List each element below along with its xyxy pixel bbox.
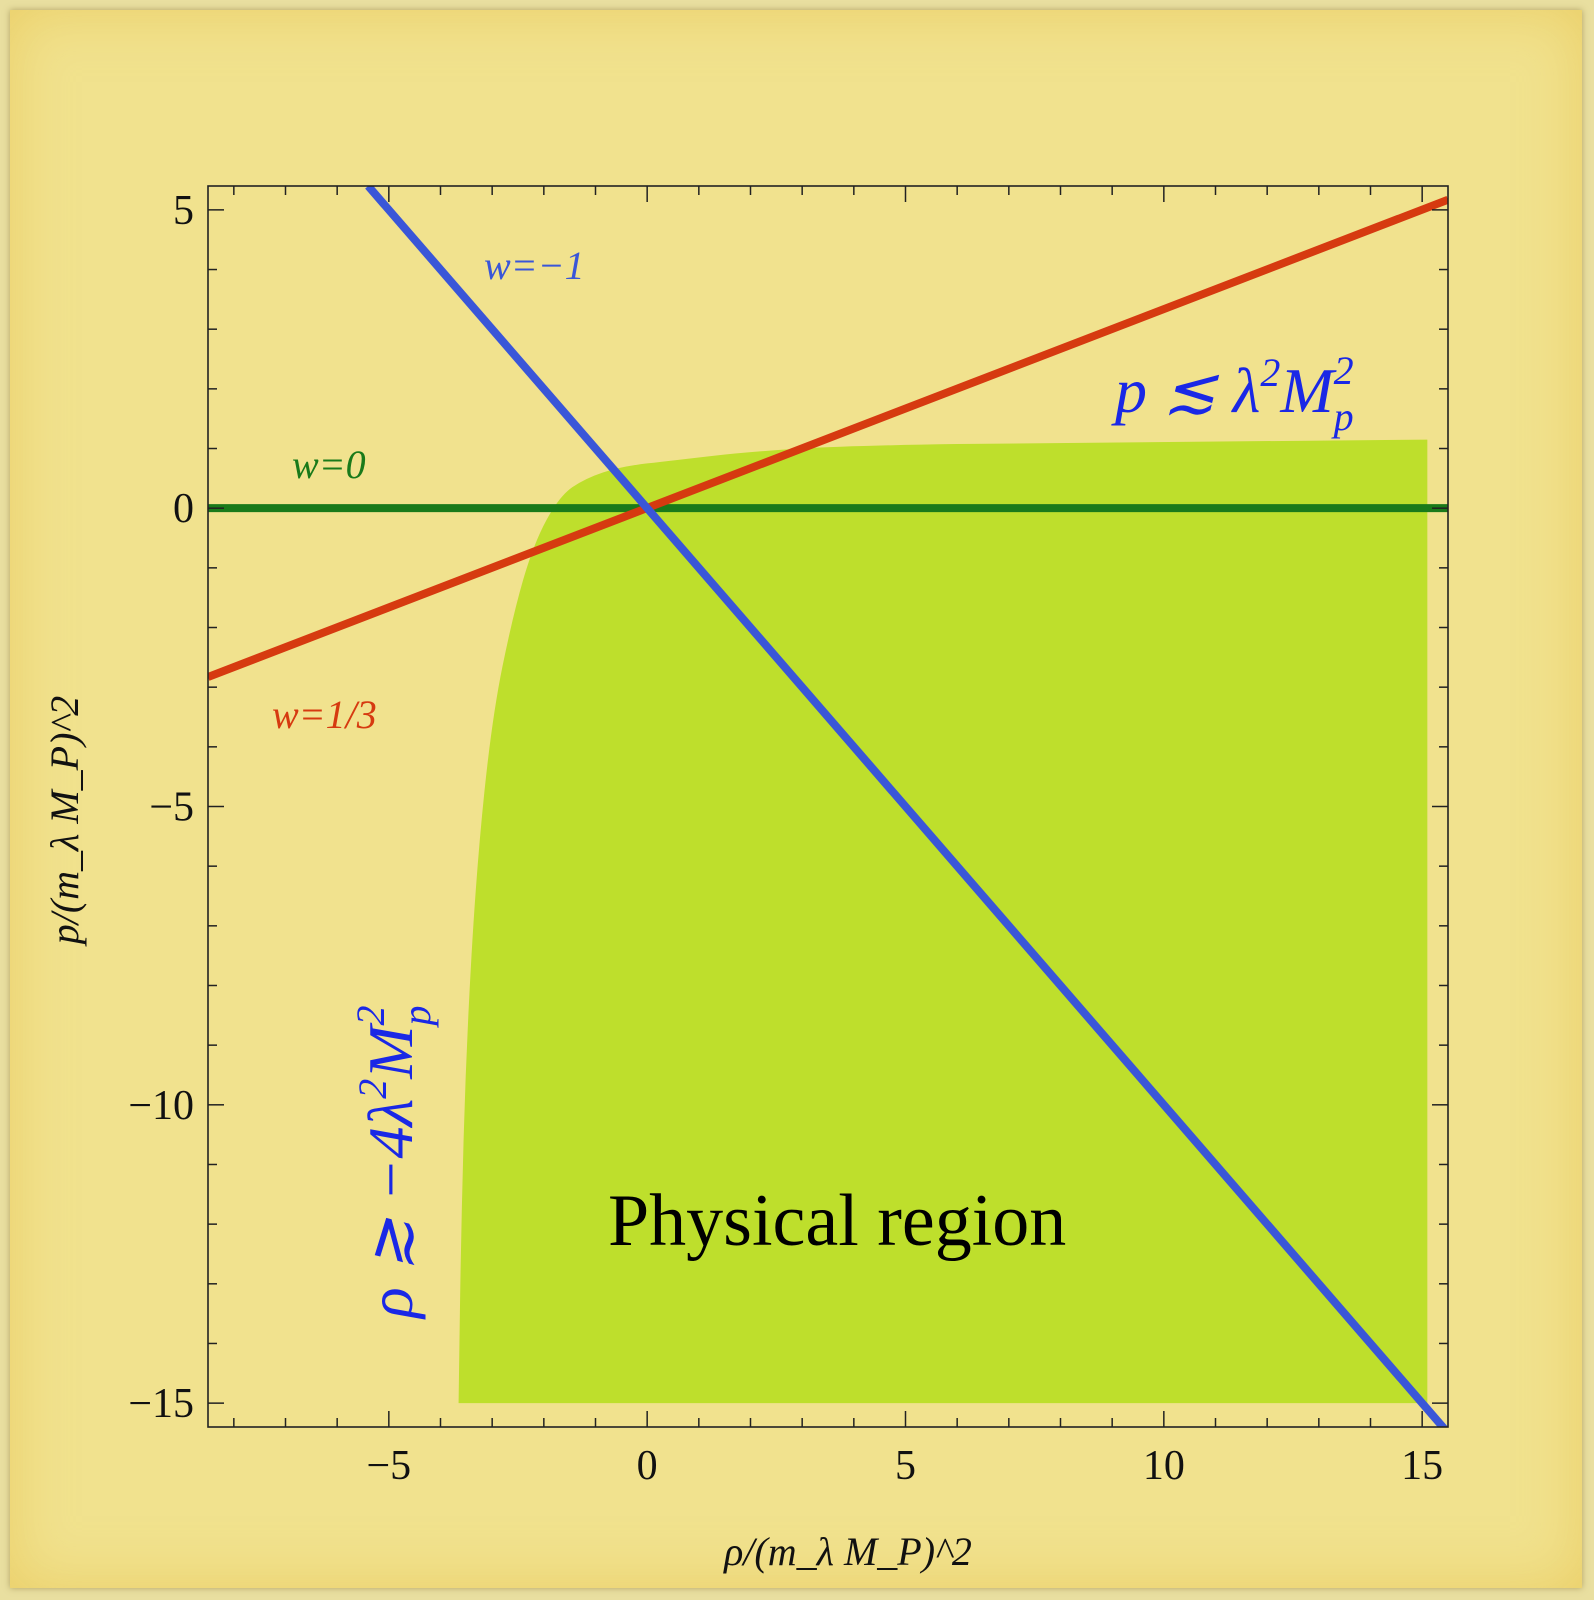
x-tick-label: 5 [895, 1443, 916, 1489]
series-line-w-minus-1 [365, 186, 1448, 1427]
y-axis-title: p/(m_λ M_P)^2 [42, 696, 87, 948]
series-label-w-0: w=0 [292, 442, 366, 487]
x-tick-label: 10 [1143, 1443, 1185, 1489]
series-clip-group [208, 186, 1448, 1427]
tick-layer: −5 0 5 10 15 5 0 −5 −10 −15 [128, 186, 1448, 1489]
series-layer [208, 186, 1448, 1427]
series-label-w-one-third: w=1/3 [272, 692, 377, 737]
x-tick-label: 15 [1401, 1443, 1443, 1489]
region-label: Physical region [608, 1180, 1066, 1262]
region-layer [458, 439, 1428, 1404]
y-tick-label: 5 [173, 188, 194, 234]
physical-region [458, 439, 1428, 1404]
label-layer: w=−1 w=0 w=1/3 Physical region p ≲ λ2M2 p… [42, 243, 1354, 1574]
rho-bound-annotation: ρ ≳ −4λ2M2p [348, 1005, 439, 1320]
x-axis-title: ρ/(m_λ M_P)^2 [722, 1529, 972, 1574]
y-tick-label: −5 [149, 785, 194, 831]
y-tick-label: −15 [128, 1381, 194, 1427]
x-tick-label: 0 [637, 1443, 658, 1489]
x-tick-label: −5 [366, 1443, 411, 1489]
p-bound-annotation: p ≲ λ2M2 p [1111, 348, 1354, 439]
y-tick-label: 0 [173, 486, 194, 532]
y-tick-label: −10 [128, 1083, 194, 1129]
series-label-w-minus-1: w=−1 [484, 243, 585, 288]
series-line-w-one-third [208, 195, 1448, 681]
